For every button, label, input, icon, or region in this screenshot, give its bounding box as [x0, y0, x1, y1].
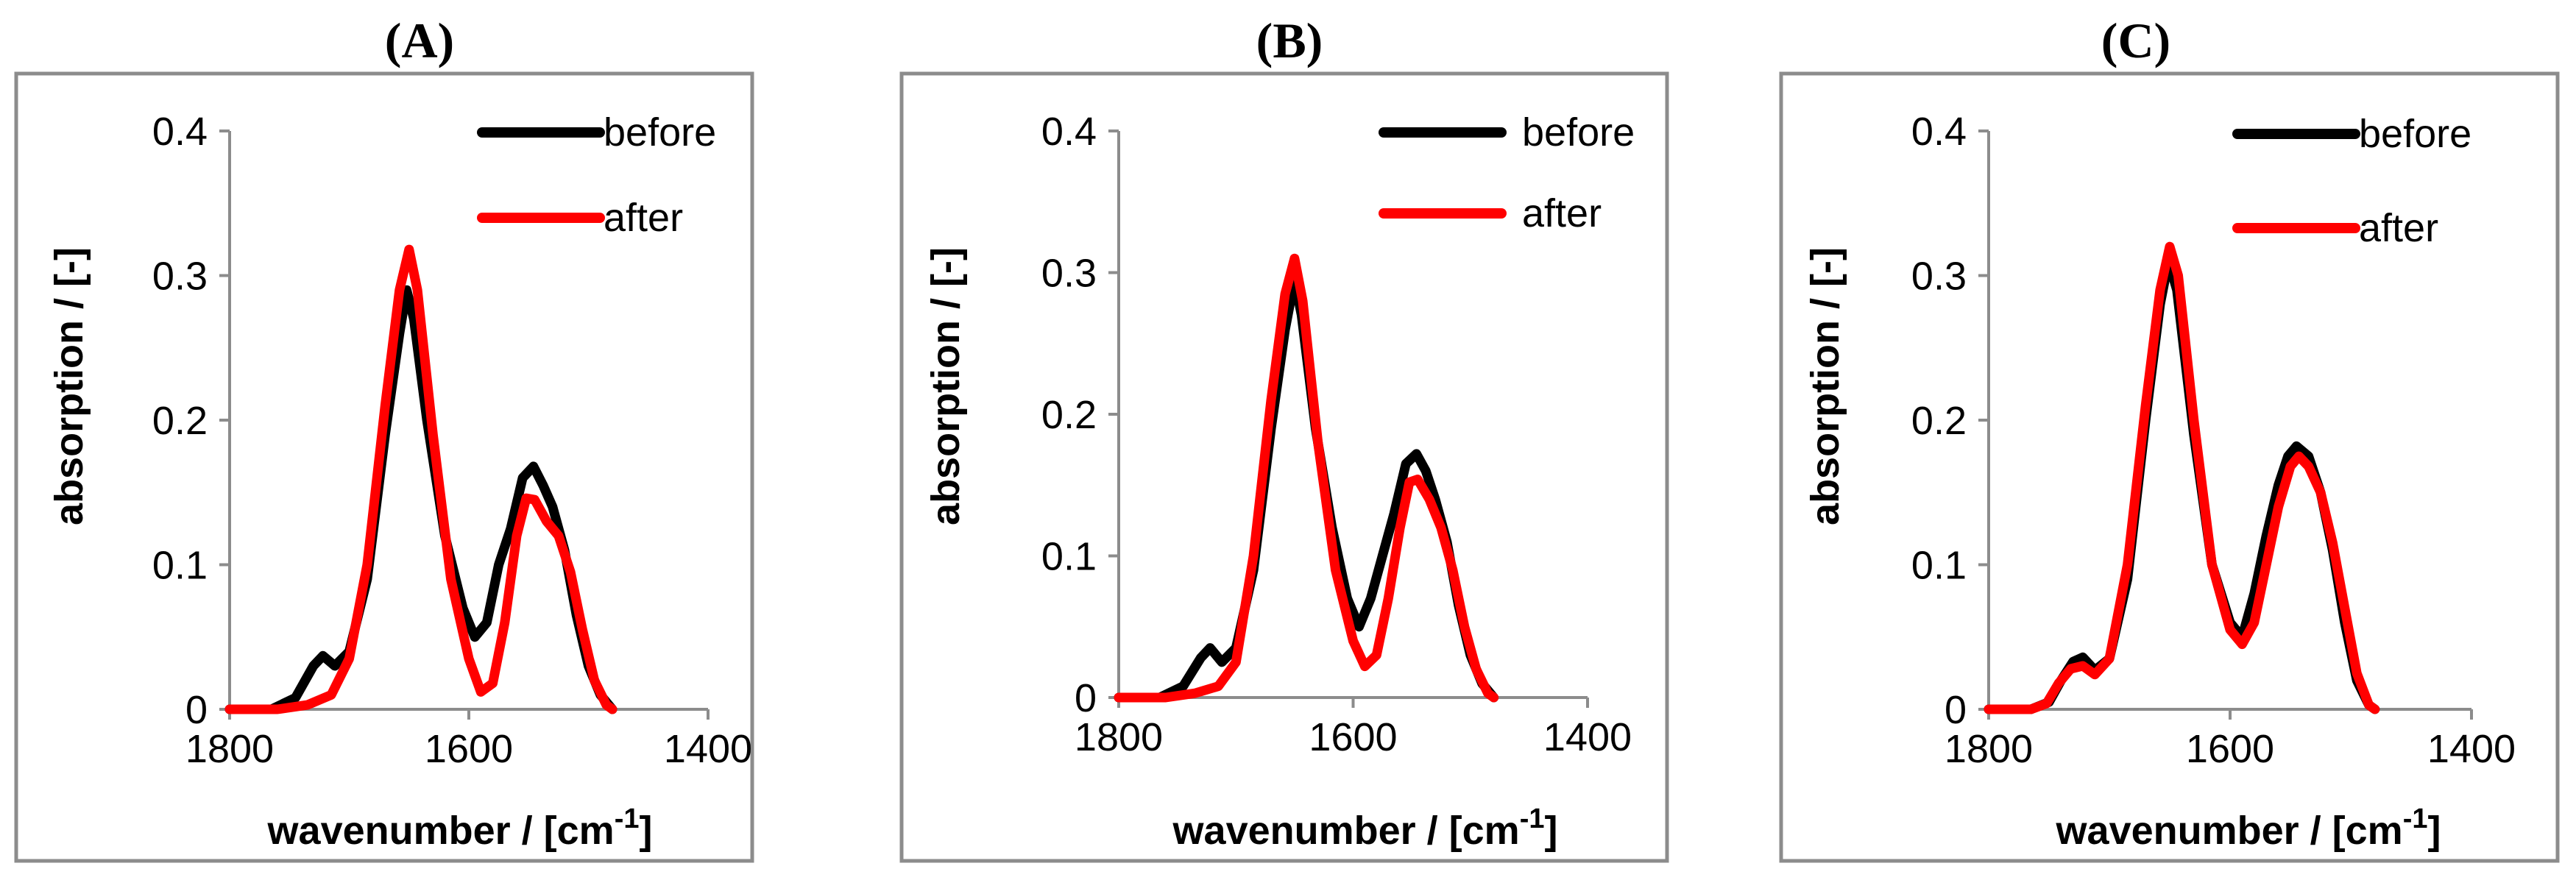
legend-label-before: before	[1522, 110, 1635, 155]
y-tick-label: 0.1	[1911, 544, 1967, 588]
y-tick-label: 0	[1945, 688, 1967, 732]
panel-label: (A)	[385, 13, 454, 68]
panel-frame	[14, 71, 754, 863]
x-tick-label: 1600	[425, 727, 513, 771]
x-axis-title: wavenumber / [cm-1]	[1172, 803, 1558, 853]
x-tick-label: 1600	[2186, 727, 2274, 771]
legend-label-before: before	[604, 110, 716, 155]
x-tick-label: 1800	[185, 727, 274, 771]
y-axis-title: absorption / [-]	[47, 247, 91, 525]
y-tick-label: 0.4	[1911, 110, 1967, 154]
x-axis-title: wavenumber / [cm-1]	[267, 803, 653, 853]
legend-label-after: after	[1522, 191, 1602, 235]
svg-text:absorption / [-]: absorption / [-]	[924, 247, 968, 525]
y-axis-title: absorption / [-]	[924, 247, 968, 525]
legend-label-before: before	[2359, 112, 2471, 156]
y-tick-label: 0.2	[1911, 399, 1967, 443]
y-tick-label: 0.1	[152, 544, 208, 588]
y-tick-label: 0.4	[152, 110, 208, 154]
y-tick-label: 0.3	[152, 255, 208, 299]
series-line-after	[224, 244, 618, 714]
panel-frame	[1779, 71, 2560, 863]
svg-text:absorption / [-]: absorption / [-]	[47, 247, 91, 525]
series-line-after	[1114, 253, 1499, 703]
y-tick-label: 0	[185, 688, 208, 732]
x-tick-label: 1800	[1075, 715, 1163, 759]
panel-label: (C)	[2101, 13, 2170, 68]
x-tick-label: 1400	[2427, 727, 2516, 771]
panel-c: (C) absorption / [-] wavenumber / [cm-1]…	[1779, 13, 2560, 863]
y-axis-title: absorption / [-]	[1803, 247, 1847, 525]
y-tick-label: 0	[1075, 676, 1097, 720]
panel-b: (B) absorption / [-] wavenumber / [cm-1]…	[899, 13, 1669, 863]
x-tick-label: 1800	[1945, 727, 2033, 771]
x-tick-label: 1400	[1543, 715, 1632, 759]
svg-text:absorption / [-]: absorption / [-]	[1803, 247, 1847, 525]
panel-frame	[899, 71, 1669, 863]
y-tick-label: 0.2	[1041, 393, 1097, 437]
legend-label-after: after	[604, 196, 683, 240]
series-line-after	[1984, 241, 2380, 714]
panel-label: (B)	[1256, 13, 1323, 68]
y-tick-label: 0.4	[1041, 110, 1097, 154]
x-tick-label: 1400	[664, 727, 752, 771]
y-tick-label: 0.3	[1041, 252, 1097, 296]
y-tick-label: 0.2	[152, 399, 208, 443]
y-tick-label: 0.1	[1041, 535, 1097, 579]
x-tick-label: 1600	[1309, 715, 1397, 759]
legend-label-after: after	[2359, 206, 2438, 250]
y-tick-label: 0.3	[1911, 255, 1967, 299]
panel-a: (A) absorption / [-] wavenumber / [cm-1]…	[14, 13, 754, 863]
x-axis-title: wavenumber / [cm-1]	[2056, 803, 2441, 853]
